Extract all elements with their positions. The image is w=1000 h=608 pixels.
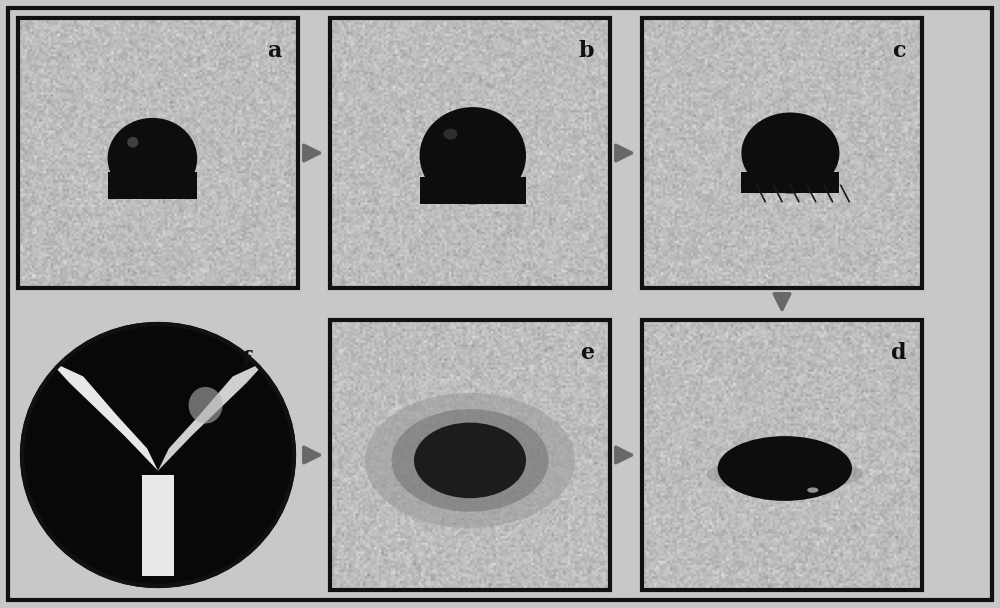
Bar: [642, 320, 922, 590]
Text: c: c: [893, 40, 906, 62]
Ellipse shape: [443, 129, 457, 139]
Ellipse shape: [189, 387, 223, 424]
Bar: [642, 320, 922, 590]
Bar: [330, 18, 610, 288]
Bar: [18, 18, 298, 288]
Text: e: e: [580, 342, 594, 364]
Text: f: f: [242, 350, 251, 371]
Bar: [642, 18, 922, 288]
Polygon shape: [158, 361, 267, 471]
Bar: [330, 320, 610, 590]
Bar: [741, 172, 839, 193]
Ellipse shape: [22, 324, 294, 586]
Bar: [330, 18, 610, 288]
Ellipse shape: [706, 458, 863, 490]
Ellipse shape: [108, 118, 197, 199]
Text: a: a: [268, 40, 282, 62]
Ellipse shape: [392, 409, 548, 512]
Bar: [330, 320, 610, 590]
Bar: [142, 475, 174, 576]
Ellipse shape: [741, 112, 839, 193]
Ellipse shape: [127, 137, 138, 148]
Ellipse shape: [148, 417, 168, 446]
Ellipse shape: [365, 393, 575, 528]
Ellipse shape: [414, 423, 526, 498]
Bar: [642, 18, 922, 288]
Bar: [420, 178, 526, 204]
Ellipse shape: [420, 107, 526, 204]
Polygon shape: [49, 361, 158, 471]
Ellipse shape: [718, 436, 852, 501]
Ellipse shape: [807, 488, 818, 493]
Text: d: d: [891, 342, 906, 364]
Text: b: b: [578, 40, 594, 62]
Bar: [18, 18, 298, 288]
Bar: [108, 172, 197, 199]
